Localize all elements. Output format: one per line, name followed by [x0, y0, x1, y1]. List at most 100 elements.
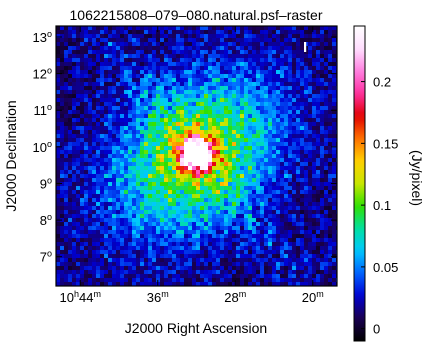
heatmap-cell — [104, 206, 109, 211]
heatmap-cell — [92, 150, 97, 155]
heatmap-cell — [136, 46, 141, 51]
heatmap-cell — [244, 222, 249, 227]
heatmap-cell — [168, 110, 173, 115]
heatmap-cell — [180, 134, 185, 139]
heatmap-cell — [216, 122, 221, 127]
heatmap-cell — [316, 138, 321, 143]
heatmap-cell — [216, 126, 221, 131]
heatmap-cell — [140, 234, 145, 239]
heatmap-cell — [204, 146, 209, 151]
heatmap-cell — [84, 90, 89, 95]
heatmap-cell — [84, 182, 89, 187]
heatmap-cell — [140, 106, 145, 111]
heatmap-cell — [236, 202, 241, 207]
heatmap-cell — [140, 202, 145, 207]
heatmap-cell — [100, 170, 105, 175]
heatmap-cell — [332, 58, 337, 63]
heatmap-cell — [108, 242, 113, 247]
heatmap-cell — [316, 266, 321, 271]
heatmap-cell — [92, 38, 97, 43]
heatmap-cell — [232, 126, 237, 131]
heatmap-cell — [292, 58, 297, 63]
heatmap-cell — [164, 130, 169, 135]
heatmap-cell — [288, 26, 293, 31]
heatmap-cell — [164, 254, 169, 259]
heatmap-cell — [280, 250, 285, 255]
heatmap-cell — [252, 70, 257, 75]
heatmap-cell — [268, 182, 273, 187]
heatmap-cell — [324, 142, 329, 147]
heatmap-cell — [56, 50, 61, 55]
heatmap-cell — [204, 190, 209, 195]
heatmap-cell — [320, 138, 325, 143]
heatmap-cell — [220, 226, 225, 231]
heatmap-cell — [244, 226, 249, 231]
heatmap-cell — [256, 230, 261, 235]
heatmap-cell — [132, 90, 137, 95]
heatmap-cell — [64, 262, 69, 267]
heatmap-cell — [276, 146, 281, 151]
heatmap-cell — [288, 174, 293, 179]
heatmap-cell — [220, 206, 225, 211]
heatmap-cell — [176, 158, 181, 163]
heatmap-cell — [224, 158, 229, 163]
heatmap-cell — [252, 30, 257, 35]
heatmap-cell — [56, 38, 61, 43]
heatmap-cell — [276, 166, 281, 171]
heatmap-cell — [156, 62, 161, 67]
heatmap-cell — [256, 178, 261, 183]
heatmap-cell — [144, 118, 149, 123]
heatmap-cell — [88, 214, 93, 219]
heatmap-cell — [140, 266, 145, 271]
heatmap-cell — [228, 234, 233, 239]
heatmap-cell — [324, 266, 329, 271]
heatmap-cell — [76, 206, 81, 211]
heatmap-cell — [232, 238, 237, 243]
heatmap-cell — [320, 82, 325, 87]
heatmap-cell — [284, 206, 289, 211]
heatmap-cell — [304, 142, 309, 147]
heatmap-cell — [68, 210, 73, 215]
heatmap-cell — [132, 74, 137, 79]
heatmap-cell — [68, 238, 73, 243]
heatmap-cell — [224, 90, 229, 95]
heatmap-cell — [236, 74, 241, 79]
heatmap-cell — [232, 190, 237, 195]
heatmap-cell — [120, 270, 125, 275]
heatmap-cell — [112, 74, 117, 79]
heatmap-cell — [312, 182, 317, 187]
heatmap-cell — [124, 182, 129, 187]
heatmap-cell — [264, 146, 269, 151]
heatmap-cell — [192, 250, 197, 255]
heatmap-cell — [252, 230, 257, 235]
heatmap-cell — [156, 174, 161, 179]
heatmap-cell — [260, 42, 265, 47]
heatmap-cell — [192, 258, 197, 263]
heatmap-cell — [148, 142, 153, 147]
heatmap-cell — [84, 226, 89, 231]
heatmap-cell — [232, 62, 237, 67]
heatmap-cell — [212, 54, 217, 59]
heatmap-cell — [152, 274, 157, 279]
heatmap-cell — [152, 250, 157, 255]
heatmap-cell — [56, 282, 61, 286]
heatmap-cell — [320, 194, 325, 199]
heatmap-cell — [240, 138, 245, 143]
heatmap-cell — [240, 70, 245, 75]
heatmap-cell — [200, 94, 205, 99]
heatmap-cell — [252, 94, 257, 99]
heatmap-cell — [288, 114, 293, 119]
heatmap-cell — [68, 146, 73, 151]
heatmap-cell — [88, 118, 93, 123]
heatmap-cell — [316, 170, 321, 175]
heatmap-cell — [108, 190, 113, 195]
heatmap-cell — [64, 34, 69, 39]
heatmap-cell — [256, 154, 261, 159]
heatmap-cell — [204, 206, 209, 211]
heatmap-cell — [64, 230, 69, 235]
heatmap-cell — [84, 274, 89, 279]
heatmap-cell — [56, 138, 61, 143]
heatmap-cell — [104, 42, 109, 47]
heatmap-cell — [208, 38, 213, 43]
heatmap-cell — [316, 238, 321, 243]
